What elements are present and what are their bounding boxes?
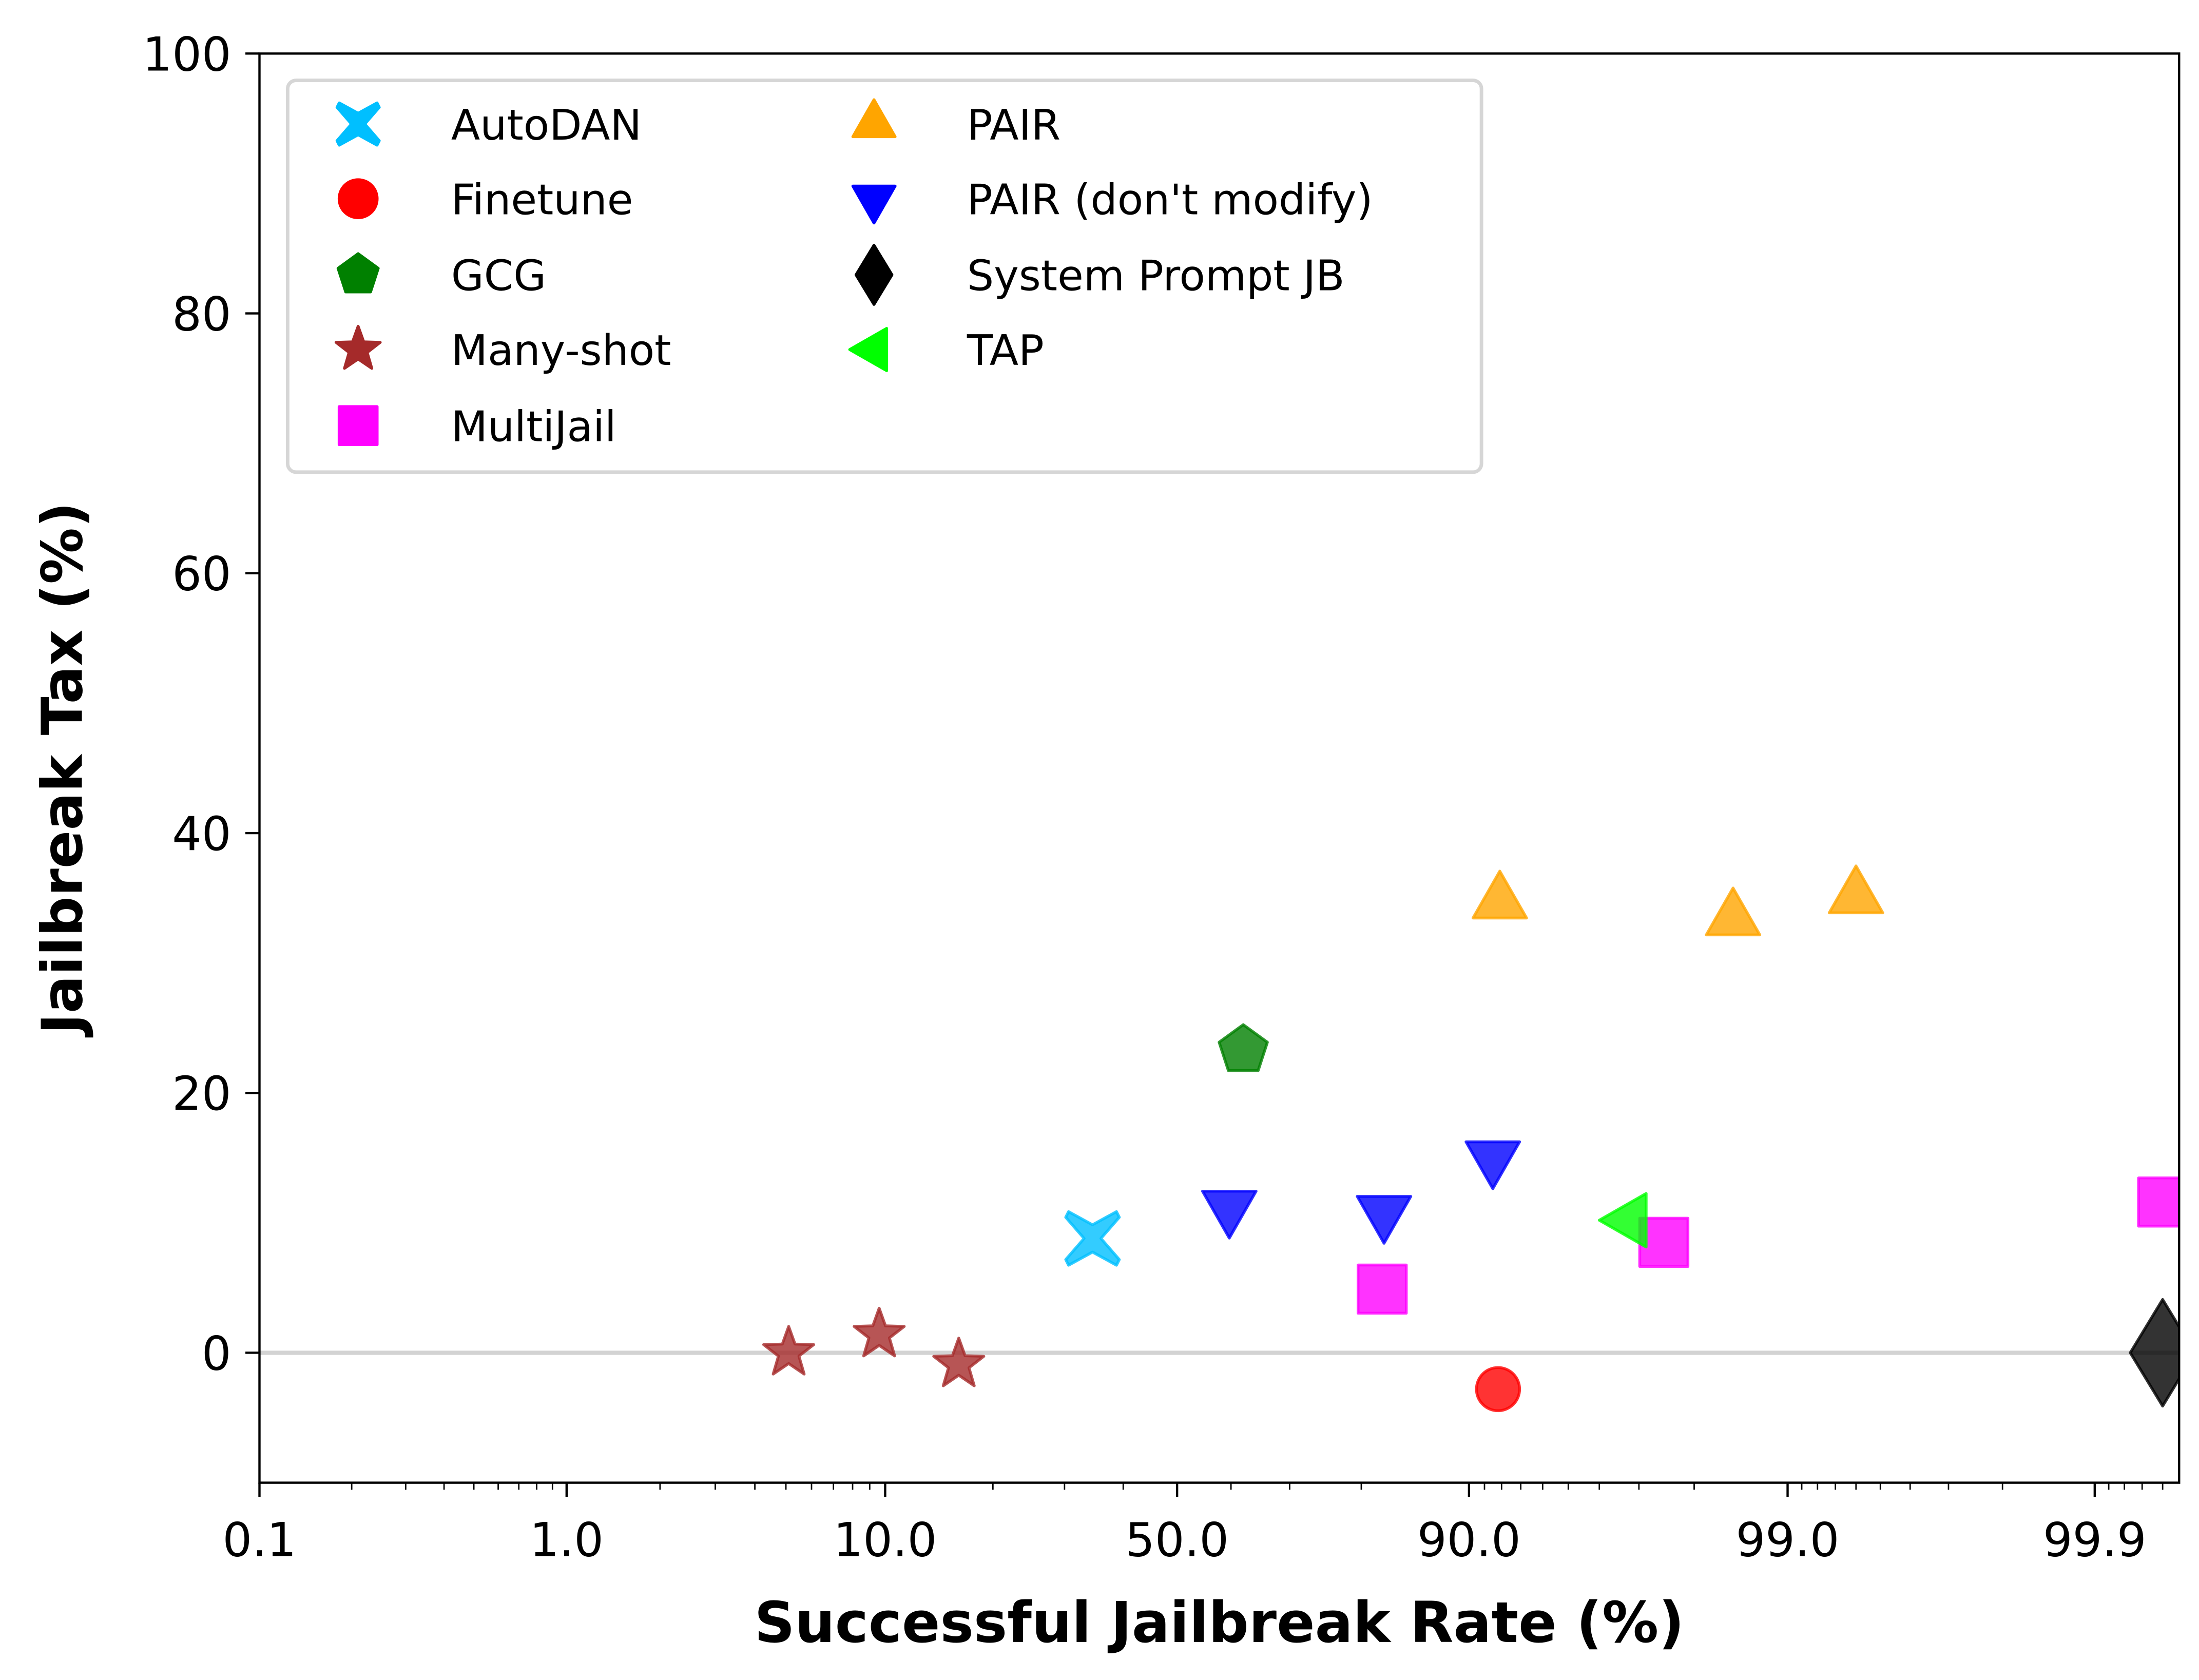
legend-label: AutoDAN <box>451 101 642 150</box>
legend-marker-icon <box>337 405 379 447</box>
data-point-multijail <box>1638 1216 1690 1268</box>
data-point-many-shot <box>932 1337 986 1387</box>
legend-item: Many-shot <box>334 324 671 375</box>
legend-label: TAP <box>967 326 1044 375</box>
data-point-system-prompt-jb <box>2129 1298 2179 1408</box>
legend-marker-icon <box>336 252 380 294</box>
legend-marker-icon <box>848 327 889 372</box>
x-tick-label: 0.1 <box>222 1513 296 1567</box>
x-tick-label: 99.0 <box>1736 1513 1840 1567</box>
x-axis-ticks: 0.1 1.0 10.0 50.0 90.0 99.0 99.9 <box>222 1482 2164 1567</box>
legend-item: Finetune <box>337 176 633 224</box>
data-point-pair <box>1827 864 1884 915</box>
data-point-finetune <box>1475 1366 1521 1413</box>
data-point-tap <box>1597 1192 1648 1249</box>
x-axis-title: Successful Jailbreak Rate (%) <box>754 1590 1684 1655</box>
y-axis-title: Jailbreak Tax (%) <box>30 502 95 1038</box>
legend-item: GCG <box>336 252 546 301</box>
data-point-autodan <box>1064 1210 1121 1267</box>
legend-label: Many-shot <box>451 326 671 375</box>
legend-label: MultiJail <box>451 402 616 451</box>
data-point-many-shot <box>762 1325 816 1376</box>
legend-item: System Prompt JB <box>854 244 1345 306</box>
data-point-multijail <box>2137 1176 2179 1228</box>
x-tick-label: 10.0 <box>834 1513 937 1567</box>
y-tick-label: 100 <box>143 28 232 82</box>
legend-item: AutoDAN <box>335 101 642 150</box>
legend-marker-icon <box>851 98 897 139</box>
legend-item: MultiJail <box>337 402 616 451</box>
plot-frame <box>258 52 2181 1484</box>
legend-marker-icon <box>851 184 897 225</box>
y-axis-ticks: 0 20 40 60 80 100 <box>143 28 260 1381</box>
y-tick-label: 40 <box>172 807 231 861</box>
legend-label: PAIR (don't modify) <box>967 176 1373 224</box>
legend-marker-icon <box>337 178 379 219</box>
legend-marker-icon <box>335 101 381 147</box>
x-tick-label: 1.0 <box>530 1513 604 1567</box>
legend-item: TAP <box>848 326 1044 375</box>
data-markers <box>762 864 2179 1413</box>
legend-label: PAIR <box>967 101 1060 150</box>
data-point-pair <box>1471 870 1528 920</box>
data-point-many-shot <box>853 1306 906 1358</box>
data-point-pair <box>1705 886 1762 937</box>
y-tick-label: 20 <box>172 1067 231 1121</box>
legend-marker-icon <box>854 244 894 306</box>
data-point-pair-don-t-modify <box>1356 1195 1413 1245</box>
y-tick-label: 0 <box>202 1327 232 1381</box>
legend-label: GCG <box>451 252 546 301</box>
legend-item: PAIR <box>851 98 1060 150</box>
y-tick-label: 80 <box>172 288 231 342</box>
data-point-gcg <box>1218 1023 1269 1072</box>
data-point-pair-don-t-modify <box>1201 1189 1258 1240</box>
x-tick-label: 99.9 <box>2043 1513 2147 1567</box>
x-tick-label: 50.0 <box>1125 1513 1229 1567</box>
legend-label: System Prompt JB <box>967 252 1345 301</box>
legend-marker-icon <box>334 324 382 370</box>
data-point-pair-don-t-modify <box>1464 1140 1521 1190</box>
x-tick-label: 90.0 <box>1417 1513 1521 1567</box>
legend-label: Finetune <box>451 176 633 224</box>
legend-item: PAIR (don't modify) <box>851 176 1373 225</box>
y-tick-label: 60 <box>172 548 231 602</box>
legend: AutoDAN Finetune GCG Many-shot MultiJail PAIR… <box>285 79 1483 474</box>
data-point-multijail <box>1357 1263 1408 1315</box>
